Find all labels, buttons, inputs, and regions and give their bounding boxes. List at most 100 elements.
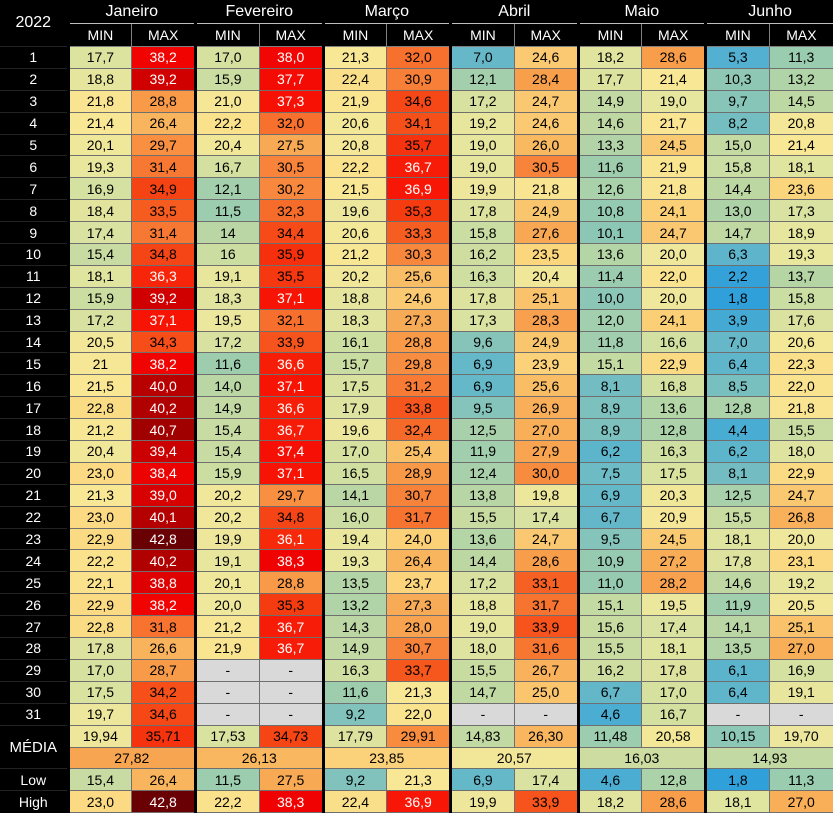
temp-cell: 31,8 — [131, 615, 197, 639]
temp-cell: 21,7 — [641, 111, 707, 135]
temp-cell: 12,8 — [641, 418, 707, 442]
temp-cell: 21,3 — [321, 46, 388, 69]
temp-cell: 13,5 — [321, 571, 388, 595]
temp-cell: 37,1 — [258, 286, 324, 310]
temp-cell: 20,4 — [194, 133, 260, 157]
temp-cell: 13,5 — [704, 637, 770, 660]
temp-cell: 17,8 — [704, 549, 770, 573]
min-header: MIN — [66, 23, 132, 47]
temp-cell: - — [704, 702, 770, 726]
temp-cell: 21,5 — [321, 177, 388, 201]
temp-cell: 27,0 — [768, 637, 833, 660]
temp-cell: 16,7 — [194, 155, 260, 179]
media-min-cell: 11,48 — [576, 724, 643, 748]
day-label: 15 — [0, 352, 68, 375]
table-row: 19 20,4 39,4 15,4 37,4 17,0 25,4 11,9 27,9 6,2 16,… — [0, 440, 833, 463]
temp-cell: 9,6 — [449, 330, 515, 354]
temp-cell: 27,0 — [513, 418, 579, 442]
temp-cell: 37,1 — [258, 461, 324, 485]
low-cell: 15,4 — [66, 768, 133, 792]
table-row: 25 22,1 38,8 20,1 28,8 13,5 23,7 17,2 33,1 11,0 28… — [0, 571, 833, 595]
temp-cell: 16,0 — [321, 505, 388, 529]
temp-cell: 38,4 — [131, 461, 197, 485]
temp-cell: 16,3 — [641, 440, 707, 463]
temp-cell: 30,5 — [513, 155, 579, 179]
month-average-cell: 14,93 — [704, 746, 833, 770]
temp-cell: 19,1 — [768, 680, 833, 704]
table-row: 24 22,2 40,2 19,1 38,3 19,3 26,4 14,4 28,6 10,9 27… — [0, 549, 833, 573]
media-min-cell: 19,94 — [66, 724, 133, 748]
temp-cell: 30,3 — [386, 243, 452, 266]
high-cell: 22,4 — [321, 790, 388, 813]
day-label: 20 — [0, 461, 68, 485]
temp-cell: 18,0 — [449, 637, 515, 660]
temp-cell: 20,6 — [321, 221, 388, 245]
temp-cell: 7,0 — [449, 46, 515, 69]
temp-cell: 24,7 — [513, 527, 579, 551]
temp-cell: 18,1 — [768, 155, 833, 179]
temp-cell: 40,1 — [131, 505, 197, 529]
temp-cell: 40,2 — [131, 396, 197, 420]
temp-cell: 2,2 — [704, 264, 770, 288]
low-cell: 6,9 — [449, 768, 515, 792]
temp-cell: 27,5 — [258, 133, 324, 157]
temp-cell: 17,0 — [321, 440, 388, 463]
high-cell: 22,2 — [194, 790, 260, 813]
temp-cell: 27,3 — [386, 308, 452, 332]
temp-cell: 14 — [194, 221, 260, 245]
temp-cell: 19,0 — [449, 155, 515, 179]
temp-cell: 39,4 — [131, 440, 197, 463]
temp-cell: 19,8 — [513, 483, 579, 507]
high-cell: 33,9 — [513, 790, 579, 813]
temp-cell: 17,5 — [66, 680, 133, 704]
temp-cell: 6,7 — [576, 680, 643, 704]
temp-cell: 38,3 — [258, 549, 324, 573]
temp-cell: 6,2 — [576, 440, 643, 463]
temp-cell: 14,5 — [768, 89, 833, 113]
temp-cell: 20,3 — [641, 483, 707, 507]
temp-cell: 17,4 — [66, 221, 133, 245]
temp-cell: 17,4 — [641, 615, 707, 639]
low-cell: 27,5 — [258, 768, 324, 792]
temp-cell: 16,5 — [321, 461, 388, 485]
temp-cell: 27,6 — [513, 221, 579, 245]
table-row: 16 21,5 40,0 14,0 37,1 17,5 31,2 6,9 25,6 8,1 16,8… — [0, 374, 833, 398]
temp-cell: 21,8 — [513, 177, 579, 201]
temp-cell: 38,8 — [131, 571, 197, 595]
day-label: 28 — [0, 637, 68, 660]
table-row: 2 18,8 39,2 15,9 37,7 22,4 30,9 12,1 28,4 17,7 21,… — [0, 67, 833, 91]
temp-cell: 34,8 — [258, 505, 324, 529]
temp-cell: 34,8 — [131, 243, 197, 266]
temp-cell: 17,4 — [513, 505, 579, 529]
temp-cell: 19,6 — [321, 418, 388, 442]
day-label: 19 — [0, 440, 68, 463]
table-row: 13 17,2 37,1 19,5 32,1 18,3 27,3 17,3 28,3 12,0 24… — [0, 308, 833, 332]
table-row: 11 18,1 36,3 19,1 35,5 20,2 25,6 16,3 20,4 11,4 22… — [0, 264, 833, 288]
temp-cell: 31,2 — [386, 374, 452, 398]
temp-cell: 20,8 — [321, 133, 388, 157]
temp-cell: 32,1 — [258, 308, 324, 332]
temp-cell: 23,1 — [768, 549, 833, 573]
temp-cell: 19,4 — [321, 527, 388, 551]
temp-cell: 19,9 — [194, 527, 260, 551]
table-row: 26 22,9 38,2 20,0 35,3 13,2 27,3 18,8 31,7 15,1 19… — [0, 593, 833, 617]
month-header: Janeiro — [66, 0, 196, 24]
temp-cell: 18,1 — [641, 637, 707, 660]
temp-cell: 15,9 — [194, 461, 260, 485]
temp-cell: 28,2 — [641, 571, 707, 595]
temp-cell: 15,7 — [321, 352, 388, 376]
temp-cell: 21,5 — [66, 374, 133, 398]
temp-cell: 14,1 — [321, 483, 388, 507]
temp-cell: 36,7 — [258, 615, 324, 639]
temp-cell: 14,0 — [194, 374, 260, 398]
temp-cell: 24,6 — [513, 111, 579, 135]
temp-cell: 8,1 — [576, 374, 643, 398]
temp-cell: 20,4 — [513, 264, 579, 288]
temp-cell: 6,1 — [704, 658, 770, 682]
table-row: 4 21,4 26,4 22,2 32,0 20,6 34,1 19,2 24,6 14,6 21,… — [0, 111, 833, 135]
temp-cell: 12,4 — [449, 461, 515, 485]
temp-cell: 3,9 — [704, 308, 770, 332]
temp-cell: 19,0 — [641, 89, 707, 113]
temp-cell: 22,1 — [66, 571, 133, 595]
temp-cell: 26,4 — [131, 111, 197, 135]
